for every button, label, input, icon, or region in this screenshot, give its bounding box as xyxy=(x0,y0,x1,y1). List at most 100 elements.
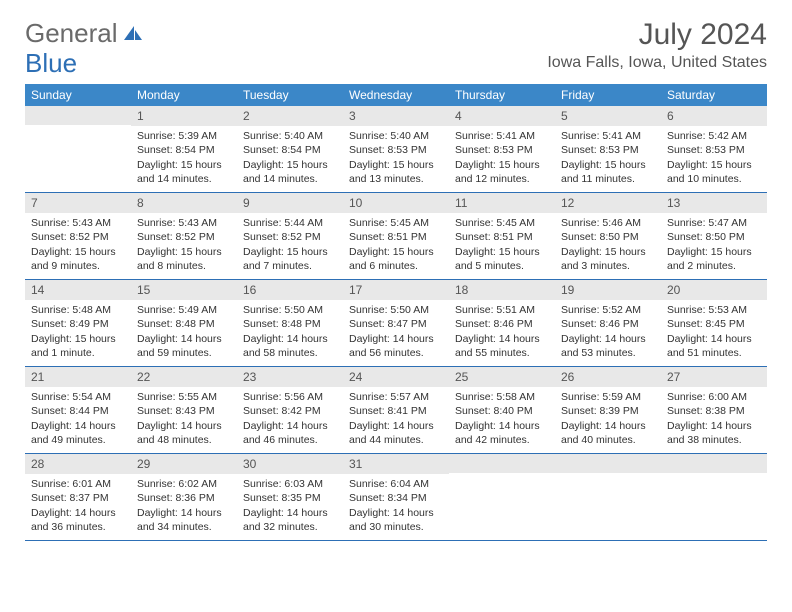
day-body: Sunrise: 5:45 AMSunset: 8:51 PMDaylight:… xyxy=(449,213,555,279)
day-number: 1 xyxy=(131,106,237,126)
day-number: 15 xyxy=(131,280,237,300)
daylight-text: Daylight: 14 hours and 51 minutes. xyxy=(667,332,761,360)
day-cell: 4Sunrise: 5:41 AMSunset: 8:53 PMDaylight… xyxy=(449,106,555,192)
day-cell: 28Sunrise: 6:01 AMSunset: 8:37 PMDayligh… xyxy=(25,454,131,540)
sunset-text: Sunset: 8:37 PM xyxy=(31,491,125,505)
weekday-header-row: SundayMondayTuesdayWednesdayThursdayFrid… xyxy=(25,84,767,106)
sunset-text: Sunset: 8:35 PM xyxy=(243,491,337,505)
day-body: Sunrise: 6:00 AMSunset: 8:38 PMDaylight:… xyxy=(661,387,767,453)
day-body: Sunrise: 5:49 AMSunset: 8:48 PMDaylight:… xyxy=(131,300,237,366)
daylight-text: Daylight: 15 hours and 3 minutes. xyxy=(561,245,655,273)
day-cell xyxy=(449,454,555,540)
sunset-text: Sunset: 8:44 PM xyxy=(31,404,125,418)
sunrise-text: Sunrise: 5:39 AM xyxy=(137,129,231,143)
day-body: Sunrise: 5:41 AMSunset: 8:53 PMDaylight:… xyxy=(555,126,661,192)
day-body: Sunrise: 5:51 AMSunset: 8:46 PMDaylight:… xyxy=(449,300,555,366)
daylight-text: Daylight: 14 hours and 40 minutes. xyxy=(561,419,655,447)
calendar-body: 1Sunrise: 5:39 AMSunset: 8:54 PMDaylight… xyxy=(25,106,767,541)
sunset-text: Sunset: 8:50 PM xyxy=(561,230,655,244)
day-body: Sunrise: 5:58 AMSunset: 8:40 PMDaylight:… xyxy=(449,387,555,453)
day-cell: 12Sunrise: 5:46 AMSunset: 8:50 PMDayligh… xyxy=(555,193,661,279)
day-number: 4 xyxy=(449,106,555,126)
daylight-text: Daylight: 15 hours and 8 minutes. xyxy=(137,245,231,273)
day-cell: 21Sunrise: 5:54 AMSunset: 8:44 PMDayligh… xyxy=(25,367,131,453)
sunrise-text: Sunrise: 5:45 AM xyxy=(349,216,443,230)
sunset-text: Sunset: 8:54 PM xyxy=(243,143,337,157)
day-body: Sunrise: 6:02 AMSunset: 8:36 PMDaylight:… xyxy=(131,474,237,540)
sunrise-text: Sunrise: 5:45 AM xyxy=(455,216,549,230)
day-cell: 10Sunrise: 5:45 AMSunset: 8:51 PMDayligh… xyxy=(343,193,449,279)
calendar: SundayMondayTuesdayWednesdayThursdayFrid… xyxy=(25,84,767,541)
day-cell: 13Sunrise: 5:47 AMSunset: 8:50 PMDayligh… xyxy=(661,193,767,279)
day-body: Sunrise: 5:53 AMSunset: 8:45 PMDaylight:… xyxy=(661,300,767,366)
weekday-header: Friday xyxy=(555,84,661,106)
month-title: July 2024 xyxy=(547,18,767,52)
day-cell: 2Sunrise: 5:40 AMSunset: 8:54 PMDaylight… xyxy=(237,106,343,192)
weekday-header: Tuesday xyxy=(237,84,343,106)
weekday-header: Thursday xyxy=(449,84,555,106)
day-cell: 11Sunrise: 5:45 AMSunset: 8:51 PMDayligh… xyxy=(449,193,555,279)
day-body: Sunrise: 5:55 AMSunset: 8:43 PMDaylight:… xyxy=(131,387,237,453)
week-row: 1Sunrise: 5:39 AMSunset: 8:54 PMDaylight… xyxy=(25,106,767,193)
sunset-text: Sunset: 8:46 PM xyxy=(455,317,549,331)
logo-text-a: General xyxy=(25,18,118,49)
daylight-text: Daylight: 15 hours and 12 minutes. xyxy=(455,158,549,186)
day-body: Sunrise: 5:44 AMSunset: 8:52 PMDaylight:… xyxy=(237,213,343,279)
sunrise-text: Sunrise: 5:49 AM xyxy=(137,303,231,317)
daylight-text: Daylight: 14 hours and 34 minutes. xyxy=(137,506,231,534)
sunrise-text: Sunrise: 5:58 AM xyxy=(455,390,549,404)
day-cell: 23Sunrise: 5:56 AMSunset: 8:42 PMDayligh… xyxy=(237,367,343,453)
weekday-header: Wednesday xyxy=(343,84,449,106)
day-body: Sunrise: 5:57 AMSunset: 8:41 PMDaylight:… xyxy=(343,387,449,453)
daylight-text: Daylight: 14 hours and 48 minutes. xyxy=(137,419,231,447)
day-body: Sunrise: 5:48 AMSunset: 8:49 PMDaylight:… xyxy=(25,300,131,366)
day-number: 24 xyxy=(343,367,449,387)
daylight-text: Daylight: 14 hours and 55 minutes. xyxy=(455,332,549,360)
sunrise-text: Sunrise: 5:52 AM xyxy=(561,303,655,317)
sunrise-text: Sunrise: 6:03 AM xyxy=(243,477,337,491)
day-number: 3 xyxy=(343,106,449,126)
day-cell: 26Sunrise: 5:59 AMSunset: 8:39 PMDayligh… xyxy=(555,367,661,453)
day-cell: 24Sunrise: 5:57 AMSunset: 8:41 PMDayligh… xyxy=(343,367,449,453)
day-number: 2 xyxy=(237,106,343,126)
day-cell: 3Sunrise: 5:40 AMSunset: 8:53 PMDaylight… xyxy=(343,106,449,192)
day-body: Sunrise: 6:01 AMSunset: 8:37 PMDaylight:… xyxy=(25,474,131,540)
day-body: Sunrise: 5:54 AMSunset: 8:44 PMDaylight:… xyxy=(25,387,131,453)
sunrise-text: Sunrise: 5:47 AM xyxy=(667,216,761,230)
daylight-text: Daylight: 15 hours and 7 minutes. xyxy=(243,245,337,273)
sunrise-text: Sunrise: 5:54 AM xyxy=(31,390,125,404)
daylight-text: Daylight: 14 hours and 42 minutes. xyxy=(455,419,549,447)
daylight-text: Daylight: 14 hours and 38 minutes. xyxy=(667,419,761,447)
day-body: Sunrise: 5:39 AMSunset: 8:54 PMDaylight:… xyxy=(131,126,237,192)
daylight-text: Daylight: 15 hours and 6 minutes. xyxy=(349,245,443,273)
week-row: 21Sunrise: 5:54 AMSunset: 8:44 PMDayligh… xyxy=(25,367,767,454)
day-number: 17 xyxy=(343,280,449,300)
sunrise-text: Sunrise: 6:02 AM xyxy=(137,477,231,491)
day-number: 12 xyxy=(555,193,661,213)
sunset-text: Sunset: 8:48 PM xyxy=(137,317,231,331)
day-number: 26 xyxy=(555,367,661,387)
day-number: 9 xyxy=(237,193,343,213)
sunset-text: Sunset: 8:42 PM xyxy=(243,404,337,418)
empty-day-number xyxy=(25,106,131,125)
title-block: July 2024 Iowa Falls, Iowa, United State… xyxy=(547,18,767,72)
day-body: Sunrise: 5:52 AMSunset: 8:46 PMDaylight:… xyxy=(555,300,661,366)
daylight-text: Daylight: 14 hours and 58 minutes. xyxy=(243,332,337,360)
sunset-text: Sunset: 8:52 PM xyxy=(31,230,125,244)
week-row: 28Sunrise: 6:01 AMSunset: 8:37 PMDayligh… xyxy=(25,454,767,541)
day-number: 28 xyxy=(25,454,131,474)
day-body: Sunrise: 5:45 AMSunset: 8:51 PMDaylight:… xyxy=(343,213,449,279)
day-body: Sunrise: 6:04 AMSunset: 8:34 PMDaylight:… xyxy=(343,474,449,540)
sunset-text: Sunset: 8:50 PM xyxy=(667,230,761,244)
week-row: 7Sunrise: 5:43 AMSunset: 8:52 PMDaylight… xyxy=(25,193,767,280)
day-body: Sunrise: 5:43 AMSunset: 8:52 PMDaylight:… xyxy=(25,213,131,279)
empty-day-number xyxy=(661,454,767,473)
day-number: 27 xyxy=(661,367,767,387)
day-number: 25 xyxy=(449,367,555,387)
sunset-text: Sunset: 8:47 PM xyxy=(349,317,443,331)
day-number: 5 xyxy=(555,106,661,126)
daylight-text: Daylight: 14 hours and 30 minutes. xyxy=(349,506,443,534)
day-number: 8 xyxy=(131,193,237,213)
sunrise-text: Sunrise: 5:56 AM xyxy=(243,390,337,404)
sunset-text: Sunset: 8:43 PM xyxy=(137,404,231,418)
